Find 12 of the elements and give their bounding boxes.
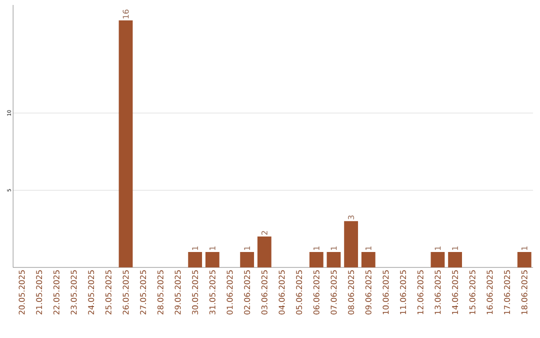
bar	[448, 252, 462, 268]
bar	[361, 252, 376, 268]
bar	[240, 252, 254, 268]
bar	[188, 252, 202, 268]
bar	[205, 252, 220, 268]
bar	[430, 252, 445, 268]
bar	[344, 221, 358, 268]
bar	[309, 252, 324, 268]
bar	[118, 20, 133, 268]
bar	[326, 252, 341, 268]
bar	[517, 252, 532, 268]
bar	[257, 236, 272, 268]
